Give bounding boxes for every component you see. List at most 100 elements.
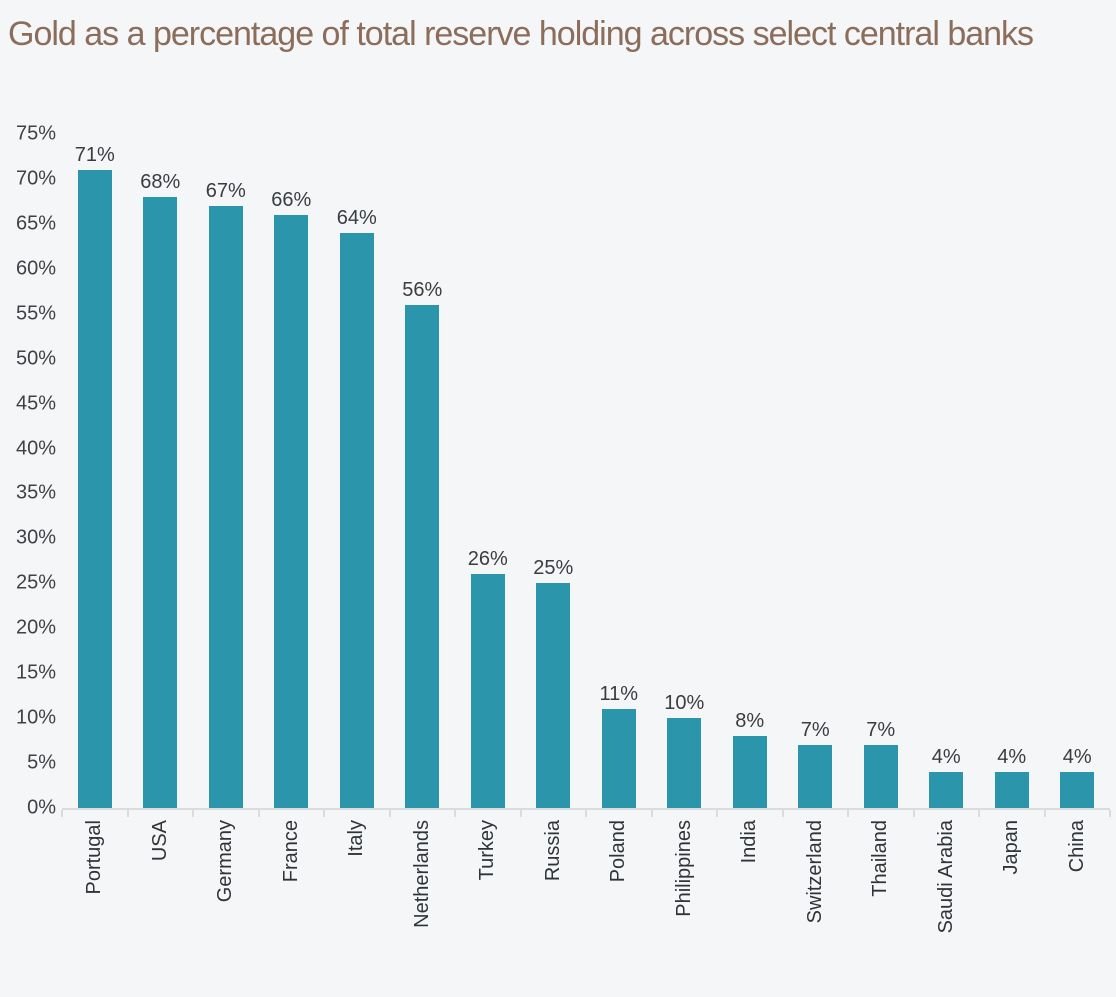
bar [732, 736, 767, 808]
y-tick-label: 0% [27, 796, 56, 819]
x-axis-label: Poland [607, 820, 630, 883]
bar-group: 4% [1045, 134, 1111, 808]
x-axis-label-cell: Italy [324, 820, 390, 948]
bar [1060, 772, 1095, 808]
bar [77, 169, 112, 808]
y-tick-label: 30% [15, 526, 56, 549]
bar [274, 214, 309, 808]
bar-group: 67% [193, 134, 259, 808]
bar [798, 745, 833, 808]
x-axis-label-cell: Japan [979, 820, 1045, 948]
bar-value-label: 7% [866, 719, 896, 742]
x-axis-label: Japan [1000, 820, 1023, 875]
x-axis-label: Portugal [83, 820, 106, 895]
bar-value-label: 8% [735, 710, 765, 733]
bar-group: 56% [390, 134, 456, 808]
bar-value-label: 67% [205, 179, 246, 202]
x-axis-tick-marks [61, 810, 1111, 817]
bar [994, 772, 1029, 808]
y-tick-label: 50% [15, 347, 56, 370]
x-axis-label: Thailand [869, 820, 892, 897]
bar-group: 25% [521, 134, 587, 808]
y-tick-label: 55% [15, 302, 56, 325]
x-axis-label: Netherlands [410, 820, 433, 928]
bar-group: 26% [455, 134, 521, 808]
x-axis-label-cell: Germany [193, 820, 259, 948]
x-axis-tick [519, 810, 522, 817]
x-axis-label: France [279, 820, 302, 883]
bar [405, 304, 440, 808]
bar [863, 745, 898, 808]
y-tick-label: 70% [15, 167, 56, 190]
bar-value-label: 4% [997, 746, 1027, 769]
x-axis-tick [126, 810, 129, 817]
bar-value-label: 11% [599, 683, 639, 706]
bar-value-label: 4% [931, 746, 961, 769]
bar-value-label: 56% [402, 278, 443, 301]
bar-group: 7% [848, 134, 914, 808]
bars-container: 71% 68% 67% 66% 64% 56% 26% 25% 11% 10% 8% 7% 7% 4% 4%… [62, 134, 1110, 808]
x-axis-label: Turkey [476, 820, 499, 881]
x-axis-tick [650, 810, 653, 817]
x-axis-label-cell: Thailand [848, 820, 914, 948]
x-axis-label: Saudi Arabia [934, 820, 957, 934]
bar-group: 68% [128, 134, 194, 808]
bar-value-label: 10% [664, 692, 705, 715]
y-tick-label: 35% [15, 481, 56, 504]
bar-group: 10% [652, 134, 718, 808]
bar-value-label: 26% [467, 548, 508, 571]
x-axis-label-cell: Portugal [62, 820, 128, 948]
bar-group: 4% [914, 134, 980, 808]
y-axis: 0% 5% 10% 15% 20% 25% 30% 35% 40% 45% 50% 55% 60% 65%… [0, 123, 62, 819]
y-tick-label: 10% [15, 706, 56, 729]
x-axis-tick [847, 810, 849, 817]
x-axis-label-cell: Netherlands [390, 820, 456, 948]
x-axis-labels: Portugal USA Germany France Italy Netherlands… [62, 810, 1110, 948]
x-axis-label: China [1065, 820, 1088, 873]
x-axis-label: India [738, 820, 761, 864]
bar-value-label: 64% [336, 206, 377, 229]
x-axis-label-cell: Turkey [455, 820, 521, 948]
x-axis-tick [716, 810, 718, 817]
bar [929, 772, 964, 808]
bar-group: 66% [259, 134, 325, 808]
x-axis-tick [192, 810, 194, 817]
x-axis-tick [1043, 810, 1046, 817]
x-axis-label: Germany [214, 820, 237, 903]
y-tick-label: 25% [15, 571, 56, 594]
bar-group: 11% [586, 134, 652, 808]
x-axis-label-cell: France [259, 820, 325, 948]
bar-value-label: 7% [800, 719, 830, 742]
bar [667, 718, 702, 808]
x-axis-tick [781, 810, 784, 817]
x-axis-label-cell: Saudi Arabia [914, 820, 980, 948]
bar [208, 205, 243, 808]
y-tick-label: 75% [15, 122, 56, 145]
bar-group: 7% [783, 134, 849, 808]
y-tick-label: 40% [15, 437, 56, 460]
x-axis-label: USA [148, 820, 171, 862]
x-axis-label-cell: USA [128, 820, 194, 948]
bar-value-label: 68% [140, 170, 181, 193]
bar [601, 709, 636, 808]
x-axis-label-cell: India [717, 820, 783, 948]
bar [339, 232, 374, 808]
bar-value-label: 66% [271, 188, 312, 211]
x-axis-label-cell: Russia [521, 820, 587, 948]
bar-value-label: 25% [533, 557, 574, 580]
x-axis-tick [585, 810, 587, 817]
y-tick-label: 15% [15, 661, 56, 684]
x-axis-tick [257, 810, 260, 817]
x-axis-tick [388, 810, 391, 817]
bar [470, 574, 505, 808]
y-tick-label: 45% [15, 392, 56, 415]
x-axis-label-cell: China [1045, 820, 1111, 948]
bar-group: 71% [62, 134, 128, 808]
bar-group: 4% [979, 134, 1045, 808]
page: Gold as a percentage of total reserve ho… [0, 15, 1116, 948]
plot-row: 0% 5% 10% 15% 20% 25% 30% 35% 40% 45% 50% 55% 60% 65%… [0, 123, 1116, 819]
x-axis-tick [912, 810, 915, 817]
x-axis-tick [454, 810, 456, 817]
x-axis-label-cell: Philippines [652, 820, 718, 948]
x-axis-label: Switzerland [803, 820, 826, 924]
